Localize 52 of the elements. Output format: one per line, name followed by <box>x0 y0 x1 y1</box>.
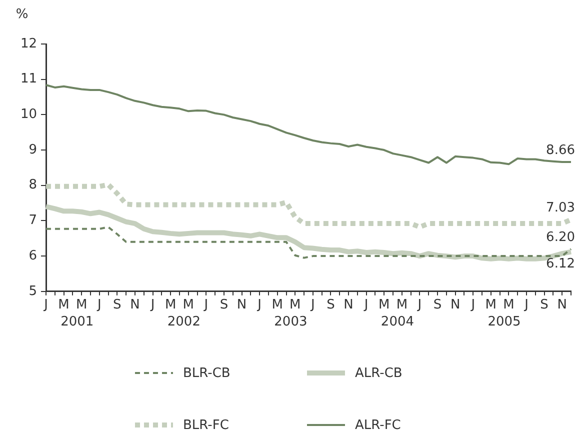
x-tick-label: M <box>182 298 194 313</box>
x-tick-label: J <box>150 298 155 313</box>
x-tick-label: M <box>396 298 408 313</box>
x-tick-label: J <box>203 298 208 313</box>
legend-label: ALR-FC <box>355 418 401 432</box>
x-tick-label: S <box>220 298 228 313</box>
x-tick-label: M <box>58 298 70 313</box>
legend-label: BLR-CB <box>183 366 230 380</box>
text: 2003 <box>274 314 308 330</box>
y-tick-label: 10 <box>20 107 37 122</box>
x-tick-label: N <box>557 298 567 313</box>
x-tick-label: N <box>236 298 247 313</box>
x-tick-label: J <box>256 298 262 313</box>
annotation: 8.66 <box>546 142 575 158</box>
x-tick-label: J <box>470 298 476 313</box>
y-tick-label: 5 <box>28 284 37 299</box>
x-tick-label: M <box>76 298 88 313</box>
y-tick-label: 6 <box>28 248 37 264</box>
x-tick-label: S <box>433 298 442 313</box>
y-axis-title: % <box>16 7 28 22</box>
x-tick-label: J <box>96 298 102 313</box>
legend-label: ALR-CB <box>355 366 402 380</box>
x-tick-label: J <box>363 298 368 313</box>
y-tick-label: 11 <box>20 72 37 87</box>
x-tick-label: M <box>164 298 176 313</box>
y-tick-label: 7 <box>28 213 37 228</box>
x-tick-label: J <box>416 298 422 313</box>
x-tick-label: M <box>290 298 301 313</box>
text: 2004 <box>380 314 414 330</box>
annotation: 6.20 <box>546 230 575 245</box>
x-tick-label: J <box>524 298 528 313</box>
x-tick-label: S <box>326 298 335 313</box>
x-tick-label: M <box>485 298 497 313</box>
y-tick-label: 9 <box>28 142 37 158</box>
x-tick-label: M <box>503 298 514 313</box>
x-tick-label: N <box>130 298 140 313</box>
x-tick-label: N <box>344 298 354 313</box>
text: 2005 <box>488 314 521 330</box>
x-tick-label: J <box>310 298 315 313</box>
annotation: 6.12 <box>546 256 575 272</box>
x-tick-label: M <box>272 298 283 313</box>
x-tick-label: N <box>450 298 460 313</box>
legend-label: BLR-FC <box>183 418 229 432</box>
x-tick-label: S <box>113 298 122 313</box>
x-tick-label: M <box>378 298 390 313</box>
y-tick-label: 12 <box>20 36 37 52</box>
y-tick-label: 8 <box>28 178 37 193</box>
x-tick-label: S <box>540 298 548 313</box>
x-tick-label: J <box>43 298 48 313</box>
text: 2001 <box>60 314 94 330</box>
text: 2002 <box>167 314 200 330</box>
annotation: 7.03 <box>546 200 575 216</box>
